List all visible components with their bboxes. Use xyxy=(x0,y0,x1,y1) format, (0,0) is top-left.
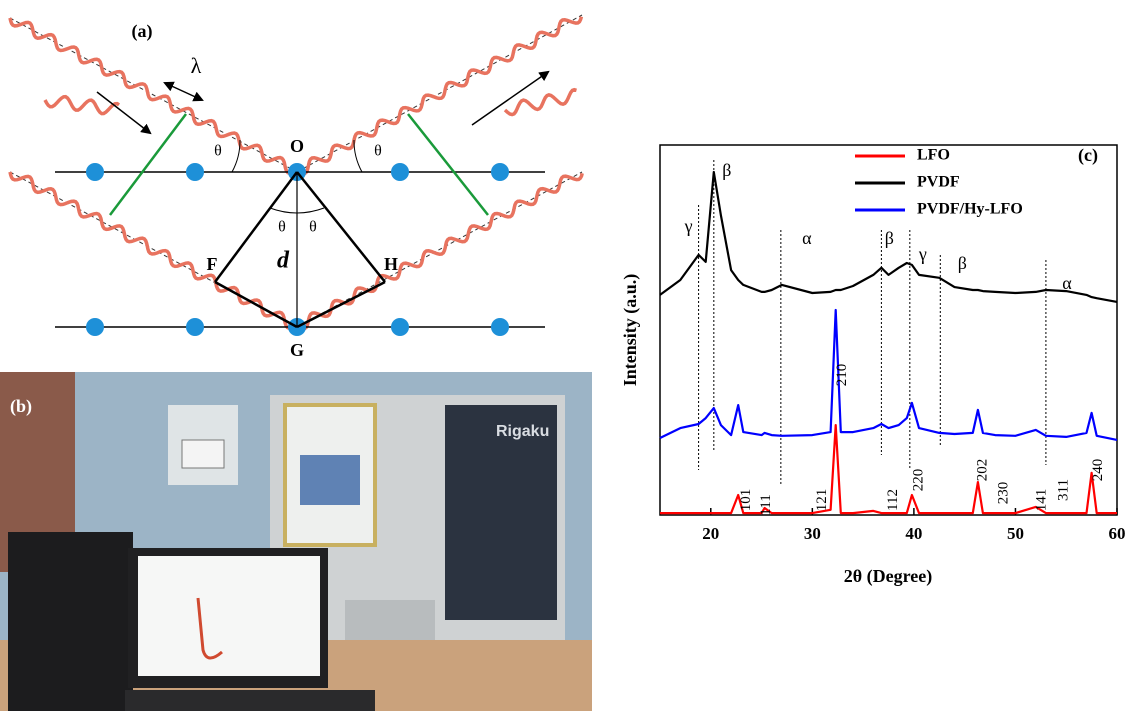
peak-label: 240 xyxy=(1090,459,1106,482)
peak-label: 230 xyxy=(996,482,1012,505)
wavelength-arrow xyxy=(163,81,204,102)
point-label: G xyxy=(290,340,304,360)
wavefront xyxy=(109,113,187,216)
x-ray-wave xyxy=(43,94,121,116)
series-line xyxy=(660,424,1117,515)
phase-label: β xyxy=(722,160,731,180)
x-tick-label: 20 xyxy=(702,524,719,543)
atom xyxy=(86,318,104,336)
angle-label: θ xyxy=(214,143,222,160)
atom xyxy=(391,318,409,336)
construction-line xyxy=(296,280,386,329)
wavelength-label: λ xyxy=(191,53,202,78)
phase-label: γ xyxy=(918,244,927,264)
panel-label: (b) xyxy=(10,396,32,417)
legend-label: PVDF xyxy=(917,174,960,191)
phase-label: α xyxy=(1062,273,1072,293)
point-label: F xyxy=(207,254,218,274)
peak-label: 141 xyxy=(1033,489,1049,512)
phase-label: β xyxy=(958,253,967,273)
phase-label: γ xyxy=(684,216,693,236)
point-label: O xyxy=(290,136,304,156)
wavefront xyxy=(407,113,489,216)
x-axis-label: 2θ (Degree) xyxy=(844,566,933,587)
x-ray-wave xyxy=(8,17,296,176)
x-ray-wave xyxy=(8,171,299,330)
atom xyxy=(491,318,509,336)
angle-arc xyxy=(269,207,325,214)
ray-axis xyxy=(296,14,583,173)
x-ray-wave xyxy=(503,87,577,117)
incident-arrow xyxy=(96,91,152,135)
legend-label: PVDF/Hy-LFO xyxy=(917,201,1023,218)
angle-label: θ xyxy=(309,219,317,236)
y-axis-label: Intensity (a.u.) xyxy=(620,274,641,387)
peak-label: 112 xyxy=(885,489,901,511)
legend-label: LFO xyxy=(917,147,950,164)
series-line xyxy=(659,170,1118,303)
diffracted-arrow xyxy=(471,70,550,126)
peak-label: 111 xyxy=(758,494,774,515)
peak-label: 210 xyxy=(834,364,850,387)
peak-label: 311 xyxy=(1056,479,1072,501)
panel-label: (a) xyxy=(132,21,153,42)
construction-line xyxy=(296,171,386,283)
instrument-door xyxy=(445,405,557,620)
plot-frame xyxy=(659,144,1118,516)
series-line xyxy=(659,308,1118,441)
phase-label: α xyxy=(802,228,812,248)
x-tick-label: 60 xyxy=(1109,524,1126,543)
point-label: H xyxy=(384,254,398,274)
x-tick-label: 40 xyxy=(905,524,922,543)
brand-text: Rigaku xyxy=(496,423,549,440)
x-tick-label: 50 xyxy=(1007,524,1024,543)
construction-line xyxy=(214,280,298,329)
atom xyxy=(186,318,204,336)
screen-plot xyxy=(196,597,223,660)
angle-label: θ xyxy=(278,219,286,236)
chart: 20 30 40 50 60 γ β α β γ β α 101 111 121 210 112 220 202 23… xyxy=(659,147,1126,543)
peak-label: 101 xyxy=(738,489,754,512)
monitor-screen xyxy=(138,556,320,676)
computer-tower xyxy=(8,532,133,711)
ray-axis xyxy=(9,17,298,173)
angle-arc xyxy=(353,139,363,173)
socket xyxy=(181,439,225,469)
atom xyxy=(491,163,509,181)
atom xyxy=(391,163,409,181)
construction-line xyxy=(213,171,299,283)
peak-label: 220 xyxy=(910,469,926,492)
keyboard xyxy=(125,690,375,711)
diagram: (a) λ θ θ θ θ O F H Gd xyxy=(8,14,584,360)
x-ray-wave xyxy=(296,16,584,176)
phase-label: β xyxy=(885,228,894,248)
ray-axis xyxy=(9,171,298,328)
x-tick-label: 30 xyxy=(804,524,821,543)
ray-axis xyxy=(296,171,583,328)
atom xyxy=(186,163,204,181)
angle-arc xyxy=(231,139,241,173)
spacing-label: d xyxy=(277,248,290,274)
peak-label: 121 xyxy=(814,489,830,512)
angle-label: θ xyxy=(374,143,382,160)
photo: Rigaku (b) xyxy=(0,372,592,711)
panel-label: (c) xyxy=(1078,145,1098,166)
peak-label: 202 xyxy=(974,459,990,482)
atom xyxy=(86,163,104,181)
poster-image xyxy=(300,455,360,505)
